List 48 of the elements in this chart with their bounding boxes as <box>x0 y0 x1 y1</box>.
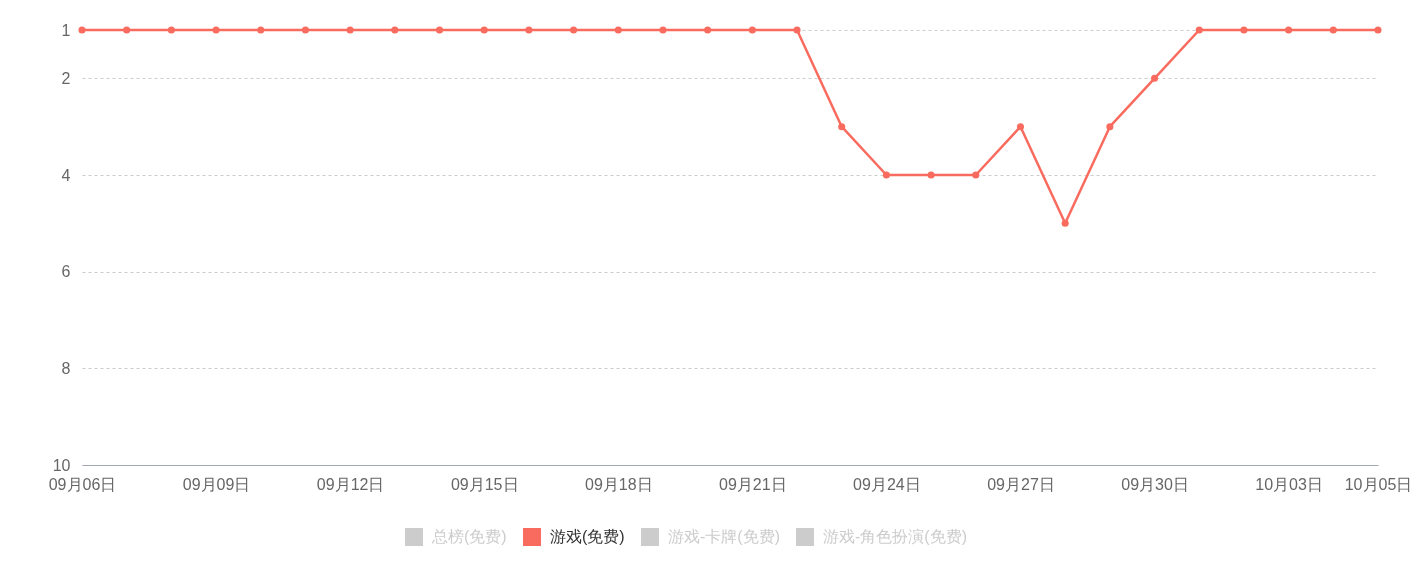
x-tick-label: 10月05日 <box>1344 475 1413 493</box>
point <box>1106 123 1114 131</box>
y-tick-label: 2 <box>61 69 71 87</box>
point <box>257 26 265 34</box>
x-tick-label: 09月30日 <box>1121 475 1189 493</box>
point <box>346 26 354 34</box>
point <box>838 123 846 131</box>
y-tick-label: 4 <box>61 166 71 184</box>
point <box>1240 26 1248 34</box>
x-tick-label: 09月24日 <box>853 475 921 493</box>
point <box>972 171 980 179</box>
x-tick-label: 09月27日 <box>987 475 1055 493</box>
point <box>1285 26 1293 34</box>
point <box>927 171 935 179</box>
y-tick-label: 6 <box>61 263 71 281</box>
point <box>1195 26 1203 34</box>
point <box>212 26 220 34</box>
x-tick-label: 09月09日 <box>182 475 251 493</box>
point <box>525 26 533 34</box>
point <box>123 26 131 34</box>
point <box>704 26 712 34</box>
point <box>78 26 86 34</box>
point <box>480 26 488 34</box>
point <box>748 26 756 34</box>
point <box>793 26 801 34</box>
point <box>1151 74 1159 82</box>
point <box>882 171 890 179</box>
x-tick-label: 09月12日 <box>316 475 385 493</box>
y-tick-label: 10 <box>52 456 71 474</box>
point <box>1329 26 1337 34</box>
x-tick-label: 09月21日 <box>719 475 787 493</box>
point <box>659 26 667 34</box>
y-tick-label: 8 <box>61 359 71 377</box>
point <box>1374 26 1382 34</box>
point <box>435 26 444 34</box>
point <box>614 26 622 34</box>
point <box>1016 123 1025 131</box>
point <box>391 26 399 34</box>
x-tick-label: 09月15日 <box>450 475 519 493</box>
point <box>570 26 578 34</box>
point <box>167 26 175 34</box>
point <box>301 26 309 34</box>
x-tick-label: 09月06日 <box>48 475 117 493</box>
x-tick-label: 10月03日 <box>1255 475 1323 493</box>
y-tick-label: 1 <box>61 21 71 39</box>
x-tick-label: 09月18日 <box>584 475 653 493</box>
point <box>1061 219 1069 227</box>
legend-label: 游戏(免费) <box>550 528 625 545</box>
